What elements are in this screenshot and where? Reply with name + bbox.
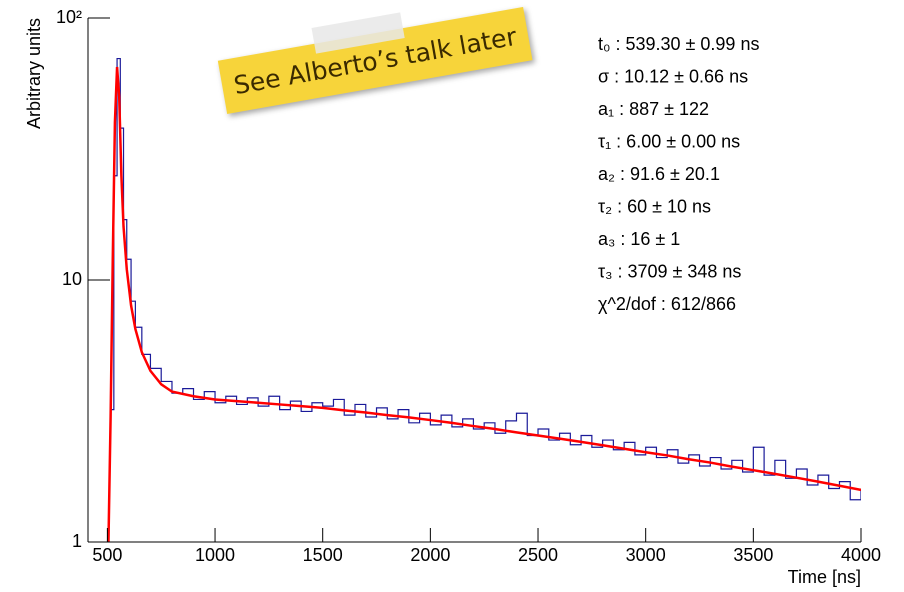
x-tick-label: 2000 bbox=[410, 545, 450, 565]
sticky-note: See Alberto’s talk later bbox=[217, 6, 533, 114]
fit-parameter: a₃ : 16 ± 1 bbox=[598, 229, 680, 249]
note-paper bbox=[217, 6, 533, 114]
fit-parameter: τ₃ : 3709 ± 348 ns bbox=[598, 261, 741, 281]
y-tick-label: 10² bbox=[56, 7, 82, 27]
note-tape bbox=[311, 12, 405, 54]
fit-parameter: a₂ : 91.6 ± 20.1 bbox=[598, 164, 720, 184]
fit-parameter: τ₁ : 6.00 ± 0.00 ns bbox=[598, 131, 740, 151]
plot-area bbox=[107, 57, 861, 542]
y-tick-label: 10 bbox=[62, 269, 82, 289]
fit-parameter: t₀ : 539.30 ± 0.99 ns bbox=[598, 34, 759, 54]
fit-curve bbox=[107, 66, 861, 542]
x-tick-label: 4000 bbox=[841, 545, 881, 565]
fit-parameter: σ : 10.12 ± 0.66 ns bbox=[598, 66, 748, 86]
x-tick-label: 2500 bbox=[518, 545, 558, 565]
x-axis-label: Time [ns] bbox=[788, 567, 861, 587]
y-tick-label: 1 bbox=[72, 531, 82, 551]
x-tick-label: 1500 bbox=[303, 545, 343, 565]
fit-parameter: τ₂ : 60 ± 10 ns bbox=[598, 196, 711, 216]
x-tick-label: 500 bbox=[92, 545, 122, 565]
x-tick-label: 1000 bbox=[195, 545, 235, 565]
fit-parameters: t₀ : 539.30 ± 0.99 ns σ : 10.12 ± 0.66 ns… bbox=[598, 34, 759, 314]
fit-parameter: χ^2/dof : 612/866 bbox=[598, 294, 736, 314]
y-axis-label: Arbitrary units bbox=[24, 18, 44, 129]
x-tick-label: 3500 bbox=[733, 545, 773, 565]
x-tick-label: 3000 bbox=[626, 545, 666, 565]
data-histogram bbox=[110, 57, 861, 501]
fit-parameter: a₁ : 887 ± 122 bbox=[598, 99, 709, 119]
